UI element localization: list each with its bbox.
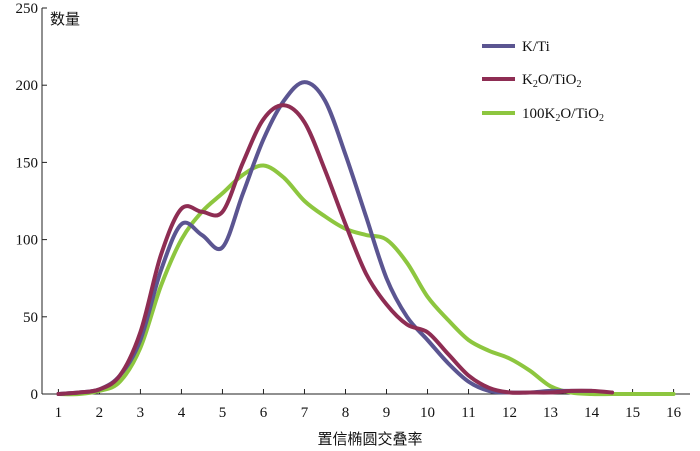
- legend-label-1: K/Ti: [522, 39, 550, 55]
- y-tick-label: 250: [16, 1, 39, 17]
- x-tick-label: 1: [55, 405, 63, 421]
- y-axis-label: 数量: [50, 10, 80, 28]
- x-tick-label: 15: [625, 405, 640, 421]
- x-tick-label: 2: [96, 405, 104, 421]
- x-tick-label: 6: [260, 405, 268, 421]
- x-axis-label: 置信椭圆交叠率: [317, 430, 422, 448]
- series-line-3: [56, 163, 676, 397]
- x-tick-label: 16: [666, 405, 682, 421]
- series-layer: [56, 80, 676, 397]
- x-tick-label: 12: [502, 405, 517, 421]
- x-tick-label: 7: [301, 405, 309, 421]
- x-tick-label: 4: [178, 405, 186, 421]
- y-tick-label: 200: [16, 78, 39, 94]
- y-tick-label: 150: [16, 155, 39, 171]
- x-tick-label: 5: [219, 405, 227, 421]
- legend-label-2: K2O/TiO2: [522, 72, 581, 90]
- series-line-1: [56, 80, 594, 396]
- x-tick-label: 9: [383, 405, 391, 421]
- x-tick-label: 11: [461, 405, 475, 421]
- legend-label-3: 100K2O/TiO2: [522, 106, 604, 124]
- x-tick-label: 3: [137, 405, 145, 421]
- y-tick-label: 0: [31, 387, 39, 403]
- legend: K/Ti K2O/TiO2 100K2O/TiO2: [482, 39, 604, 124]
- y-tick-label: 100: [16, 233, 39, 249]
- x-tick-label: 8: [342, 405, 350, 421]
- x-tick-label: 13: [543, 405, 558, 421]
- y-tick-label: 50: [23, 310, 38, 326]
- x-tick-label: 14: [584, 405, 600, 421]
- x-tick-label: 10: [420, 405, 435, 421]
- series-line-2: [56, 103, 615, 396]
